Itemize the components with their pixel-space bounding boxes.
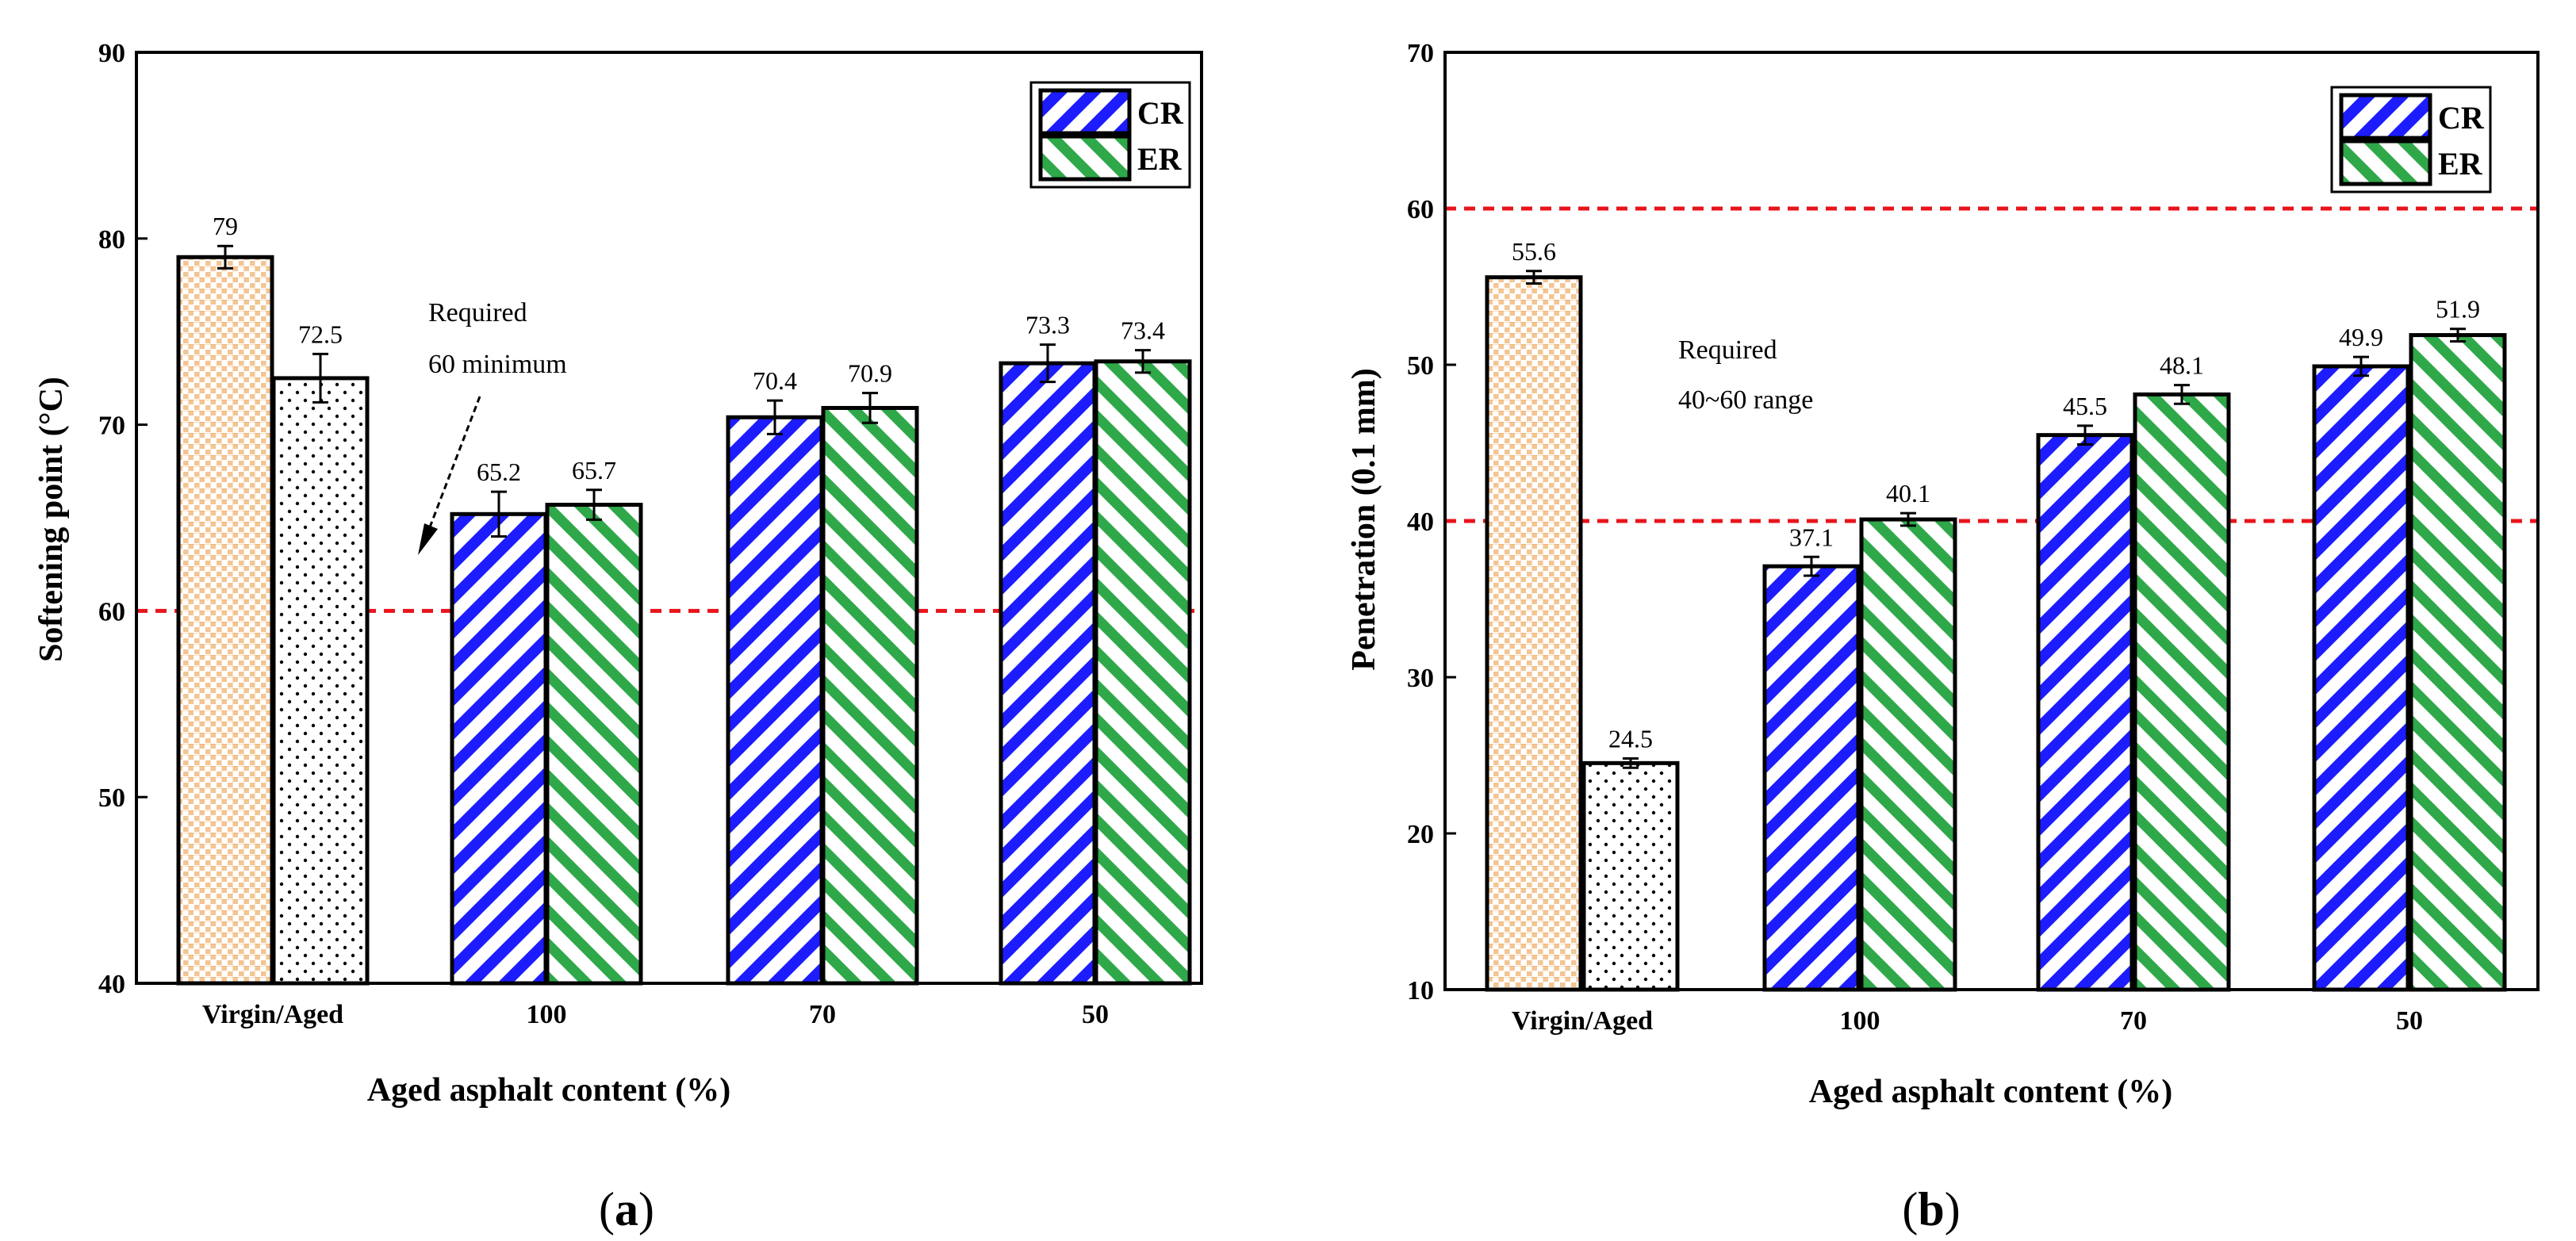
chart-a-legend-label-cr: CR	[1137, 95, 1184, 131]
chart-b-bar-er-50	[2409, 333, 2507, 992]
chart-b-bar-er-70	[2133, 392, 2231, 992]
chart-a-x-tick-label-0: Virgin/Aged	[202, 1000, 343, 1029]
chart-b-data-label-er-70: 48.1	[2160, 351, 2204, 380]
chart-a-bar-er-100	[545, 503, 643, 986]
chart-a-plot-area: 40 50 60 70 80 90 79 72.5 65.2 70.4 73.3 65.7 70.9 73…	[98, 39, 1203, 1029]
chart-a-legend-swatch-cr	[1038, 88, 1132, 136]
chart-a-panel-label-open: (	[599, 1183, 615, 1235]
chart-a-bar-virgin	[177, 255, 274, 985]
chart-a-bar-cr-50	[999, 361, 1097, 986]
chart-b-panel-label-close: )	[1945, 1183, 1961, 1235]
chart-b-bar-cr-100	[1762, 564, 1861, 992]
chart-a-x-tick-label-2: 70	[809, 1000, 836, 1029]
chart-b-plot-area: 10 20 30 40 50 60 70 55.6 24.5 37.1 45.5 49.9 40.1 48…	[1407, 39, 2540, 1036]
chart-a-annotation-line-1: Required	[428, 298, 527, 327]
chart-a-bar-er-50	[1094, 359, 1192, 986]
chart-b-bar-virgin	[1485, 276, 1582, 991]
chart-b-y-tick-label-6: 70	[1407, 39, 1434, 68]
chart-b-y-tick-label-3: 40	[1407, 508, 1434, 537]
chart-b-data-label-aged: 24.5	[1608, 724, 1653, 753]
chart-a-bar-er-70	[821, 405, 919, 986]
chart-a-y-tick-label-1: 50	[98, 783, 125, 813]
chart-b-annotation-line-1: Required	[1678, 335, 1777, 365]
chart-b-y-axis-label: Penetration (0.1 mm)	[1346, 368, 1382, 670]
chart-a-data-label-er-50: 73.4	[1121, 316, 1165, 345]
chart-a-panel-label: (a)	[599, 1183, 654, 1235]
chart-b-data-label-cr-100: 37.1	[1789, 523, 1834, 551]
chart-a-bar-cr-100	[450, 511, 548, 986]
chart-b-legend-swatch-er	[2339, 139, 2432, 186]
chart-b-bar-cr-70	[2036, 433, 2134, 992]
chart-b-data-label-er-50: 51.9	[2436, 295, 2480, 324]
chart-a-bar-cr-70	[726, 415, 824, 986]
chart-a-panel-label-close: )	[638, 1183, 654, 1235]
chart-b-y-tick-label-5: 60	[1407, 195, 1434, 224]
chart-a-y-tick-label-5: 90	[98, 39, 125, 68]
chart-b-y-tick-label-2: 30	[1407, 664, 1434, 693]
chart-b-y-tick-label-4: 50	[1407, 351, 1434, 381]
chart-b-x-tick-label-2: 70	[2120, 1006, 2147, 1036]
chart-b-legend-label-cr: CR	[2438, 100, 2485, 136]
chart-b: 10 20 30 40 50 60 70 55.6 24.5 37.1 45.5 49.9 40.1 48…	[1346, 39, 2540, 1235]
chart-a-data-label-cr-70: 70.4	[753, 366, 797, 395]
chart-a-annotation-line-2: 60 minimum	[428, 350, 567, 379]
chart-b-panel-label-letter: b	[1918, 1183, 1944, 1235]
chart-a-annotation: Required 60 minimum	[418, 298, 567, 555]
chart-b-y-tick-label-1: 20	[1407, 820, 1434, 849]
chart-a-data-label-cr-50: 73.3	[1025, 311, 1070, 339]
chart-a-frame	[135, 51, 1203, 985]
chart-b-bar-er-100	[1859, 517, 1957, 992]
chart-b-y-tick-label-0: 10	[1407, 976, 1434, 1005]
chart-b-legend: CR ER	[2330, 86, 2492, 193]
chart-b-x-tick-label-1: 100	[1840, 1006, 1880, 1036]
chart-a-annotation-arrowhead	[418, 523, 438, 555]
chart-b-legend-swatch-cr	[2339, 93, 2432, 140]
chart-a-data-label-er-100: 65.7	[572, 456, 616, 485]
chart-a-legend-swatch-er	[1038, 134, 1132, 182]
chart-a-panel-label-letter: a	[615, 1183, 638, 1235]
chart-a: 40 50 60 70 80 90 79 72.5 65.2 70.4 73.3 65.7 70.9 73…	[33, 39, 1203, 1235]
chart-a-legend: CR ER	[1029, 81, 1191, 189]
chart-a-y-axis-label: Softening point (°C)	[33, 377, 70, 662]
chart-a-y-tick-label-0: 40	[98, 970, 125, 999]
chart-a-data-label-virgin: 79	[213, 212, 238, 240]
chart-a-x-axis-label: Aged asphalt content (%)	[367, 1072, 731, 1109]
chart-b-x-axis-label: Aged asphalt content (%)	[1809, 1074, 2173, 1110]
chart-b-data-label-cr-70: 45.5	[2063, 392, 2107, 420]
chart-a-legend-label-er: ER	[1137, 141, 1183, 177]
chart-b-data-label-cr-50: 49.9	[2339, 323, 2383, 351]
chart-a-y-tick-label-4: 80	[98, 225, 125, 255]
chart-b-x-tick-label-0: Virgin/Aged	[1512, 1006, 1653, 1036]
chart-a-data-label-aged: 72.5	[298, 320, 343, 348]
chart-b-bar-cr-50	[2312, 364, 2410, 992]
chart-a-data-label-cr-100: 65.2	[477, 458, 521, 486]
chart-a-y-tick-label-2: 60	[98, 597, 125, 626]
chart-b-annotation: Required 40~60 range	[1678, 335, 1813, 415]
chart-b-panel-label-open: (	[1902, 1183, 1918, 1235]
chart-b-bar-aged	[1581, 760, 1680, 992]
chart-b-data-label-er-100: 40.1	[1886, 479, 1930, 508]
chart-b-annotation-line-2: 40~60 range	[1678, 385, 1813, 415]
chart-a-data-label-er-70: 70.9	[848, 359, 892, 388]
chart-b-x-tick-label-3: 50	[2396, 1006, 2423, 1036]
chart-a-annotation-arrow	[427, 396, 481, 532]
chart-a-x-tick-label-3: 50	[1082, 1000, 1109, 1029]
chart-b-panel-label: (b)	[1902, 1183, 1960, 1235]
chart-b-frame	[1443, 51, 2540, 991]
chart-a-bar-aged	[271, 376, 370, 986]
chart-b-legend-label-er: ER	[2438, 146, 2483, 182]
chart-a-x-tick-label-1: 100	[527, 1000, 567, 1029]
chart-b-data-label-virgin: 55.6	[1512, 237, 1556, 266]
chart-a-y-tick-label-3: 70	[98, 412, 125, 441]
